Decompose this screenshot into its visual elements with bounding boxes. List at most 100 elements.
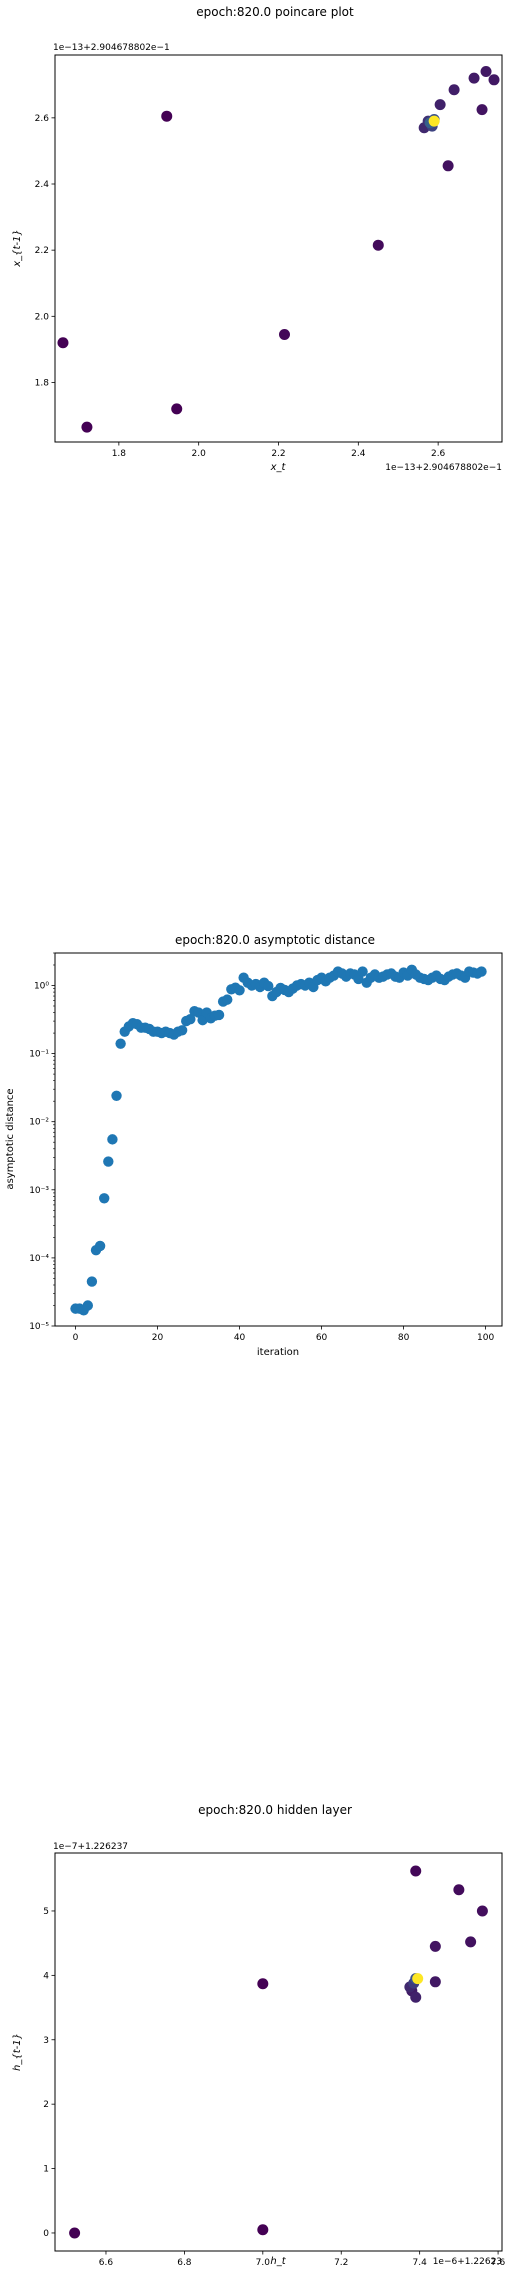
- y-tick-label: 2.2: [35, 246, 49, 256]
- x-tick-label: 2.2: [271, 449, 285, 459]
- hidden-x-label-text: h_t: [270, 2256, 286, 2267]
- hidden-panel: epoch:820.0 hidden layer 1e−7+1.226237 6…: [12, 1803, 506, 2268]
- hidden-y-label-text: h_{t-1}: [12, 2033, 23, 2071]
- scatter-point: [429, 1976, 441, 1988]
- scatter-point: [480, 66, 492, 78]
- poincare-panel: epoch:820.0 poincare plot 1e−13+2.904678…: [12, 5, 503, 473]
- scatter-point: [176, 1025, 188, 1036]
- hidden-y-ticks: 0 1 2 3 4 5: [43, 1907, 55, 2239]
- scatter-point: [257, 2224, 269, 2236]
- y-tick-label: 2.4: [35, 180, 50, 190]
- y-tick-label: 1.8: [35, 378, 50, 388]
- poincare-x-ticks: 1.8 2.0 2.2 2.4 2.6: [112, 442, 446, 459]
- asymptotic-y-label: asymptotic distance: [5, 1088, 16, 1189]
- hidden-x-offset-text: 1e−6+1.22623: [433, 2257, 502, 2267]
- scatter-point: [410, 1865, 422, 1877]
- poincare-x-offset-text: 1e−13+2.904678802e−1: [385, 463, 502, 473]
- y-tick-label: 3: [43, 2036, 49, 2046]
- poincare-y-offset-text: 1e−13+2.904678802e−1: [53, 43, 170, 53]
- scatter-point: [476, 966, 487, 977]
- y-tick-label: 5: [43, 1907, 49, 1917]
- x-tick-label: 6.6: [99, 2258, 114, 2268]
- scatter-point: [442, 160, 454, 172]
- hidden-points: [69, 1865, 488, 2239]
- y-tick-label: 10⁻¹: [29, 1050, 49, 1060]
- scatter-point: [213, 1009, 225, 1021]
- scatter-point: [185, 1013, 196, 1025]
- poincare-y-label: x_{t-1}: [12, 229, 23, 268]
- x-tick-label: 40: [234, 1333, 246, 1343]
- x-tick-label: 7.6: [491, 2258, 506, 2268]
- scatter-point: [428, 115, 440, 127]
- x-tick-label: 6.8: [177, 2258, 192, 2268]
- scatter-point: [429, 1940, 441, 1952]
- scatter-point: [278, 329, 290, 340]
- scatter-point: [476, 104, 488, 116]
- scatter-point: [81, 421, 93, 433]
- scatter-point: [488, 74, 500, 86]
- scatter-point: [99, 1193, 110, 1204]
- scatter-point: [222, 994, 233, 1005]
- asymptotic-x-ticks: 0 20 40 60 80 100: [73, 1326, 494, 1343]
- scatter-point: [434, 99, 446, 111]
- poincare-y-label-text: x_{t-1}: [12, 229, 23, 268]
- x-tick-label: 7.4: [412, 2258, 427, 2268]
- x-tick-label: 2.0: [192, 449, 207, 459]
- poincare-y-ticks: 1.8 2.0 2.2 2.4 2.6: [35, 114, 55, 388]
- scatter-point: [412, 1973, 424, 1985]
- scatter-point: [111, 1090, 122, 1102]
- scatter-point: [94, 1240, 106, 1252]
- asymptotic-x-label: iteration: [257, 1347, 299, 1358]
- x-tick-label: 2.4: [351, 449, 366, 459]
- scatter-point: [107, 1134, 118, 1145]
- asymptotic-axes-frame: [54, 952, 503, 1327]
- x-tick-label: 60: [316, 1333, 328, 1343]
- y-tick-label: 0: [43, 2229, 49, 2239]
- asymptotic-y-ticks: 10⁻⁵ 10⁻⁴ 10⁻³ 10⁻² 10⁻¹ 10⁰: [29, 952, 55, 1332]
- poincare-x-label: x_t: [270, 462, 287, 473]
- x-tick-label: 80: [398, 1333, 410, 1343]
- scatter-point: [468, 72, 480, 84]
- scatter-point: [171, 403, 183, 415]
- y-tick-label: 10⁻²: [29, 1118, 49, 1128]
- y-tick-label: 10⁻³: [29, 1186, 49, 1196]
- scatter-point: [263, 980, 274, 992]
- x-tick-label: 100: [477, 1333, 494, 1343]
- scatter-point: [86, 1276, 98, 1287]
- y-tick-label: 10⁰: [34, 981, 49, 991]
- scatter-point: [453, 1884, 465, 1896]
- y-tick-label: 2: [43, 2100, 49, 2110]
- x-tick-label: 0: [73, 1333, 79, 1343]
- scatter-point: [69, 2227, 81, 2239]
- scatter-point: [234, 985, 245, 996]
- y-tick-label: 1: [43, 2165, 49, 2175]
- poincare-points: [57, 66, 500, 433]
- x-tick-label: 7.2: [334, 2258, 348, 2268]
- scatter-point: [372, 239, 384, 251]
- hidden-y-offset-text: 1e−7+1.226237: [53, 1842, 128, 1852]
- x-tick-label: 2.6: [431, 449, 446, 459]
- hidden-x-ticks: 6.6 6.8 7.0 7.2 7.4 7.6: [99, 2251, 506, 2268]
- scatter-point: [161, 110, 173, 122]
- scatter-point: [115, 1038, 126, 1049]
- asymptotic-points: [70, 964, 487, 1316]
- scatter-point: [103, 1156, 114, 1167]
- x-tick-label: 20: [152, 1333, 164, 1343]
- y-tick-label: 2.6: [35, 114, 50, 124]
- hidden-y-label: h_{t-1}: [12, 2033, 23, 2071]
- x-tick-label: 7.0: [256, 2258, 271, 2268]
- x-tick-label: 1.8: [112, 449, 127, 459]
- y-tick-label: 10⁻⁵: [29, 1322, 49, 1332]
- scatter-point: [410, 1991, 422, 2003]
- y-tick-label: 10⁻⁴: [29, 1254, 49, 1264]
- y-tick-label: 2.0: [35, 312, 50, 322]
- poincare-title: epoch:820.0 poincare plot: [196, 5, 354, 19]
- scatter-point: [257, 1978, 269, 1990]
- hidden-axes-frame: [54, 1852, 503, 2252]
- scatter-point: [57, 337, 69, 349]
- scatter-point: [448, 84, 460, 96]
- hidden-title: epoch:820.0 hidden layer: [198, 1803, 352, 1817]
- hidden-x-label: h_t: [270, 2256, 286, 2267]
- poincare-x-label-text: x_t: [270, 462, 287, 473]
